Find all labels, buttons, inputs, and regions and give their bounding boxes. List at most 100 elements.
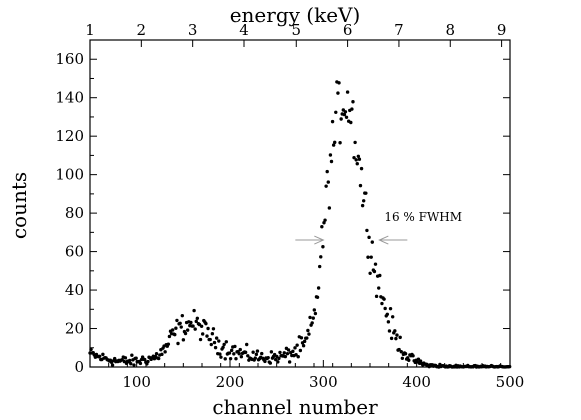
data-point [183,331,188,336]
data-point [228,356,233,361]
data-point [349,120,353,125]
data-point [166,342,171,346]
y-tick-label: 20 [65,320,84,338]
data-point [246,354,250,358]
data-point [213,345,218,350]
top-tick-label: 2 [137,21,147,39]
top-tick-label: 5 [291,21,301,39]
data-point [389,336,394,341]
data-point [310,321,314,325]
y-tick-label: 100 [55,166,84,184]
data-point [355,162,359,166]
data-point [377,286,381,290]
data-point [365,228,369,233]
data-point [374,294,379,299]
data-point [192,308,196,313]
data-point [233,344,237,349]
data-point [227,351,232,355]
data-point [223,357,227,361]
data-point [397,347,401,352]
top-tick-label: 7 [394,21,404,39]
data-point [173,332,177,337]
data-point [234,356,238,361]
data-points [88,80,512,369]
data-point [180,313,185,318]
data-point [278,350,282,355]
top-tick-label: 9 [497,21,507,39]
data-point [273,357,278,362]
data-point [350,107,354,111]
data-point [298,348,303,353]
data-point [110,363,115,367]
data-point [345,90,350,94]
top-tick-label: 3 [188,21,198,39]
data-point [224,340,229,344]
data-point [331,143,336,147]
data-point [354,158,358,162]
data-point [208,337,212,342]
data-point [388,306,393,311]
x-tick-label: 400 [402,373,431,391]
data-point [411,354,415,358]
data-point [339,117,343,121]
data-point [358,183,363,188]
data-point [378,273,382,278]
data-point [333,140,337,145]
data-point [370,240,374,244]
data-point [268,361,273,365]
data-point [163,350,167,354]
data-point [312,308,317,312]
data-point [167,334,172,339]
data-point [313,311,318,316]
x-tick-label: 100 [122,373,151,391]
data-point [372,269,377,274]
y-tick-label: 60 [65,243,84,261]
data-point [199,324,204,329]
x-tick-label: 300 [309,373,338,391]
data-point [302,339,307,344]
data-point [323,218,327,222]
data-point [112,356,117,361]
data-point [237,352,241,356]
data-point [128,358,132,363]
data-point [238,347,242,352]
data-point [359,166,364,171]
data-point [130,353,134,357]
data-point [179,325,183,329]
data-point [174,326,178,330]
data-point [403,352,408,356]
data-point [170,328,175,332]
data-point [229,348,234,353]
data-point [320,225,324,229]
data-point [253,356,257,360]
data-point [367,235,371,240]
y-axis-title: counts [7,172,31,239]
y-tick-label: 120 [55,127,84,145]
data-point [138,361,143,366]
data-point [129,362,133,366]
data-point [334,110,338,115]
x-tick-label: 200 [216,373,245,391]
data-point [306,328,310,333]
data-point [211,327,216,331]
data-point [282,351,286,355]
left-arrow-head [314,235,325,245]
data-point [285,351,290,356]
data-point [362,199,366,203]
data-point [232,352,236,356]
data-point [330,119,335,124]
data-point [399,350,403,354]
y-tick-label: 140 [55,89,84,107]
data-point [325,169,329,174]
data-point [243,350,248,355]
data-point [283,354,288,359]
data-point [398,335,402,340]
data-point [338,141,342,145]
data-point [263,359,267,364]
data-point [344,115,349,120]
data-point [212,340,217,345]
data-point [360,203,365,208]
data-point [239,355,244,359]
y-tick-label: 80 [65,204,84,222]
